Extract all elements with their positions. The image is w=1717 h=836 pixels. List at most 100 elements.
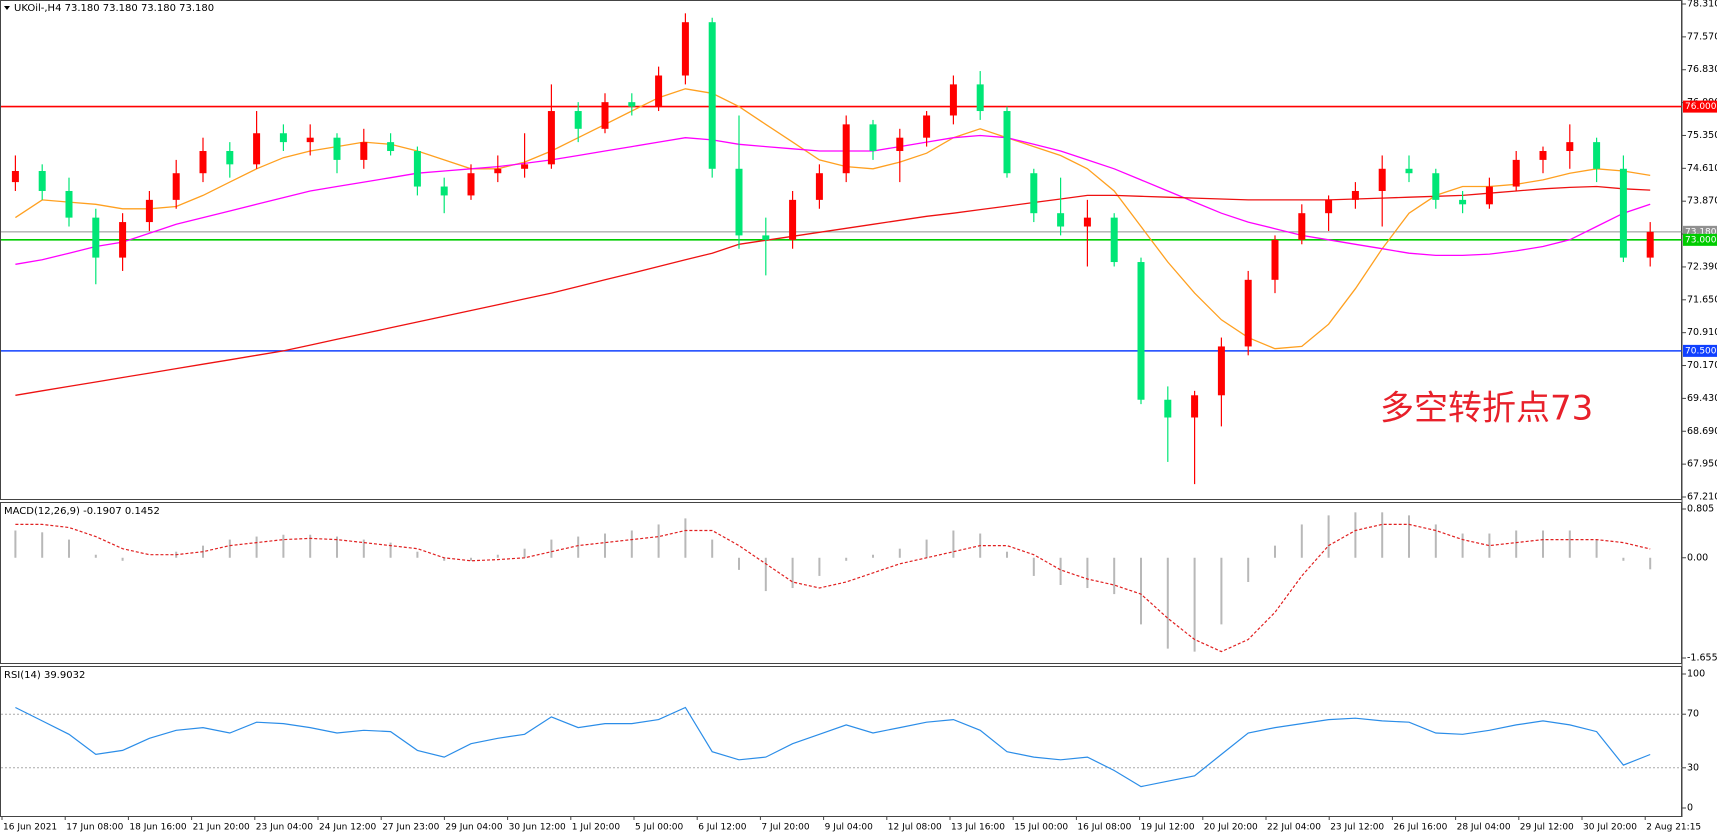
y-tick-label: 0	[1687, 803, 1693, 814]
y-tick-label: 70.170	[1687, 360, 1717, 371]
x-tick-label: 23 Jun 04:00	[256, 823, 313, 833]
x-tick-label: 16 Jul 08:00	[1077, 823, 1131, 833]
candle-body	[521, 164, 529, 169]
candle-body	[1191, 395, 1199, 418]
candle-body	[1485, 186, 1493, 205]
y-tick-label: 0.00	[1687, 552, 1708, 563]
price-tag-label: 73.000	[1685, 235, 1717, 245]
candle-body	[1378, 168, 1386, 191]
candle-body	[1351, 190, 1359, 200]
x-tick-label: 9 Jul 04:00	[825, 823, 874, 833]
y-tick-label: 76.830	[1687, 64, 1717, 75]
candle-body	[1566, 142, 1574, 152]
candle-body	[789, 199, 797, 240]
candle-body	[628, 102, 636, 107]
y-tick-label: 78.310	[1687, 0, 1717, 10]
candle-body	[1593, 142, 1601, 169]
candle-body	[306, 137, 314, 143]
candle-body	[923, 115, 931, 138]
candle-body	[1619, 168, 1627, 258]
x-tick-label: 13 Jul 16:00	[951, 823, 1005, 833]
panel-title: RSI(14) 39.9032	[4, 670, 85, 681]
candle-body	[1137, 262, 1145, 400]
price-tag	[1683, 344, 1717, 357]
x-tick-label: 24 Jun 12:00	[319, 823, 376, 833]
candle-body	[1030, 173, 1038, 214]
x-tick-label: 5 Jul 00:00	[635, 823, 684, 833]
candle-body	[11, 170, 19, 183]
x-tick-label: 30 Jun 12:00	[509, 823, 566, 833]
x-tick-label: 30 Jul 20:00	[1583, 823, 1637, 833]
candle-body	[949, 84, 957, 116]
candle-body	[1646, 231, 1654, 258]
x-tick-label: 27 Jun 23:00	[382, 823, 439, 833]
candle-body	[92, 217, 100, 258]
candle-body	[172, 173, 180, 200]
y-tick-label: 75.350	[1687, 130, 1717, 141]
y-tick-label: 70	[1687, 709, 1699, 720]
y-tick-label: 68.690	[1687, 426, 1717, 437]
x-tick-label: 22 Jul 04:00	[1267, 823, 1321, 833]
y-tick-label: 72.390	[1687, 261, 1717, 272]
candle-body	[547, 111, 555, 165]
candle-body	[735, 168, 743, 236]
candle-body	[1217, 346, 1225, 396]
x-tick-label: 7 Jul 20:00	[761, 823, 810, 833]
y-tick-label: 70.910	[1687, 327, 1717, 338]
candle-body	[65, 190, 73, 218]
candle-body	[199, 151, 207, 174]
x-tick-label: 16 Jun 2021	[3, 823, 57, 833]
candle-body	[38, 170, 46, 191]
price-tag-label: 73.180	[1685, 227, 1717, 237]
candle-body	[413, 151, 421, 187]
x-tick-label: 18 Jun 16:00	[129, 823, 186, 833]
candle-body	[1244, 279, 1252, 347]
x-tick-label: 12 Jul 08:00	[888, 823, 942, 833]
candle-body	[387, 142, 395, 152]
candle-body	[467, 173, 475, 196]
candle-body	[815, 173, 823, 200]
candle-body	[145, 199, 153, 223]
x-tick-label: 15 Jul 00:00	[1014, 823, 1068, 833]
candle-body	[681, 22, 689, 76]
price-tag-label: 70.500	[1685, 346, 1717, 356]
candle-body	[1325, 199, 1333, 214]
menu-triangle	[4, 6, 10, 10]
x-tick-label: 29 Jun 04:00	[445, 823, 502, 833]
x-tick-label: 6 Jul 12:00	[698, 823, 747, 833]
candle-body	[1110, 217, 1118, 263]
candle-body	[1459, 199, 1467, 205]
panel-title: UKOil-,H4 73.180 73.180 73.180 73.180	[14, 3, 214, 14]
price-tag-label: 76.000	[1685, 102, 1717, 112]
moving-average	[15, 88, 1651, 350]
candle-body	[601, 102, 609, 129]
x-tick-label: 1 Jul 20:00	[572, 823, 621, 833]
candle-body	[494, 168, 502, 174]
candle-body	[896, 137, 904, 152]
candle-body	[253, 133, 261, 165]
candle-body	[1512, 159, 1520, 187]
x-tick-label: 23 Jul 12:00	[1330, 823, 1384, 833]
moving-average	[15, 185, 1651, 396]
candle-body	[360, 142, 368, 160]
x-tick-label: 21 Jun 20:00	[193, 823, 250, 833]
y-tick-label: 69.430	[1687, 393, 1717, 404]
y-tick-label: 77.570	[1687, 31, 1717, 42]
candle-body	[655, 75, 663, 107]
y-tick-label: 67.950	[1687, 459, 1717, 470]
price-tag	[1683, 100, 1717, 113]
candle-body	[1003, 111, 1011, 174]
candle-body	[842, 124, 850, 174]
x-tick-label: 26 Jul 16:00	[1393, 823, 1447, 833]
x-tick-label: 19 Jul 12:00	[1141, 823, 1195, 833]
candle-body	[1083, 217, 1091, 227]
candle-body	[1298, 213, 1306, 240]
candle-body	[574, 111, 582, 129]
candle-body	[976, 84, 984, 112]
x-tick-label: 29 Jul 12:00	[1520, 823, 1574, 833]
y-tick-label: 100	[1687, 669, 1705, 680]
candle-body	[762, 235, 770, 240]
candle-body	[869, 124, 877, 152]
candle-body	[708, 22, 716, 169]
